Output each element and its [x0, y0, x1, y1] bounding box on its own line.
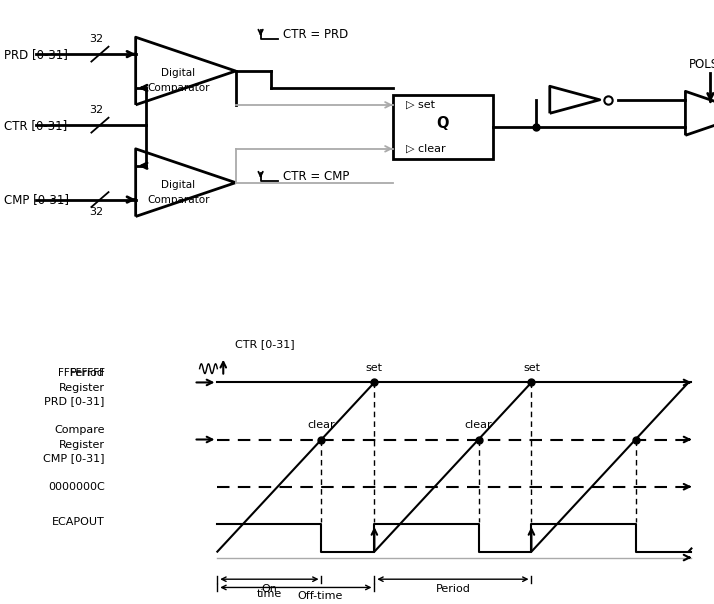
Text: Compare: Compare: [54, 425, 105, 435]
Text: FFFFFFFF: FFFFFFFF: [58, 368, 105, 378]
Text: CTR = PRD: CTR = PRD: [283, 28, 348, 41]
Text: CTR [0-31]: CTR [0-31]: [235, 339, 295, 349]
Text: set: set: [366, 362, 383, 373]
Text: ▷ set: ▷ set: [406, 100, 435, 110]
Text: CTR = CMP: CTR = CMP: [283, 170, 350, 183]
Text: clear: clear: [465, 420, 493, 429]
Text: Digital: Digital: [161, 180, 196, 190]
Text: POLSEL: POLSEL: [688, 57, 714, 71]
Text: Comparator: Comparator: [147, 195, 210, 205]
Text: 32: 32: [89, 105, 104, 115]
Text: PRD [0-31]: PRD [0-31]: [44, 396, 105, 406]
Text: ECAPOUT: ECAPOUT: [52, 517, 105, 527]
Text: 0000000C: 0000000C: [48, 482, 105, 492]
Text: Q: Q: [436, 116, 449, 131]
Text: Digital: Digital: [161, 68, 196, 78]
Text: Period: Period: [70, 367, 105, 378]
Text: time: time: [257, 589, 282, 599]
Text: Register: Register: [59, 384, 105, 393]
Text: PRD [0-31]: PRD [0-31]: [4, 48, 67, 60]
Text: Register: Register: [59, 440, 105, 451]
Text: CMP [0-31]: CMP [0-31]: [44, 453, 105, 463]
Text: On: On: [261, 583, 277, 594]
Text: Comparator: Comparator: [147, 83, 210, 94]
Text: Off-time: Off-time: [297, 591, 342, 601]
Text: CTR [0-31]: CTR [0-31]: [4, 118, 67, 132]
Text: ▷ clear: ▷ clear: [406, 144, 445, 154]
Text: CMP [0-31]: CMP [0-31]: [4, 193, 69, 206]
Text: 32: 32: [89, 34, 104, 44]
Text: clear: clear: [308, 420, 336, 429]
Text: Period: Period: [436, 583, 471, 594]
Bar: [393, 95, 493, 159]
Text: set: set: [523, 362, 540, 373]
Text: 32: 32: [89, 207, 104, 217]
